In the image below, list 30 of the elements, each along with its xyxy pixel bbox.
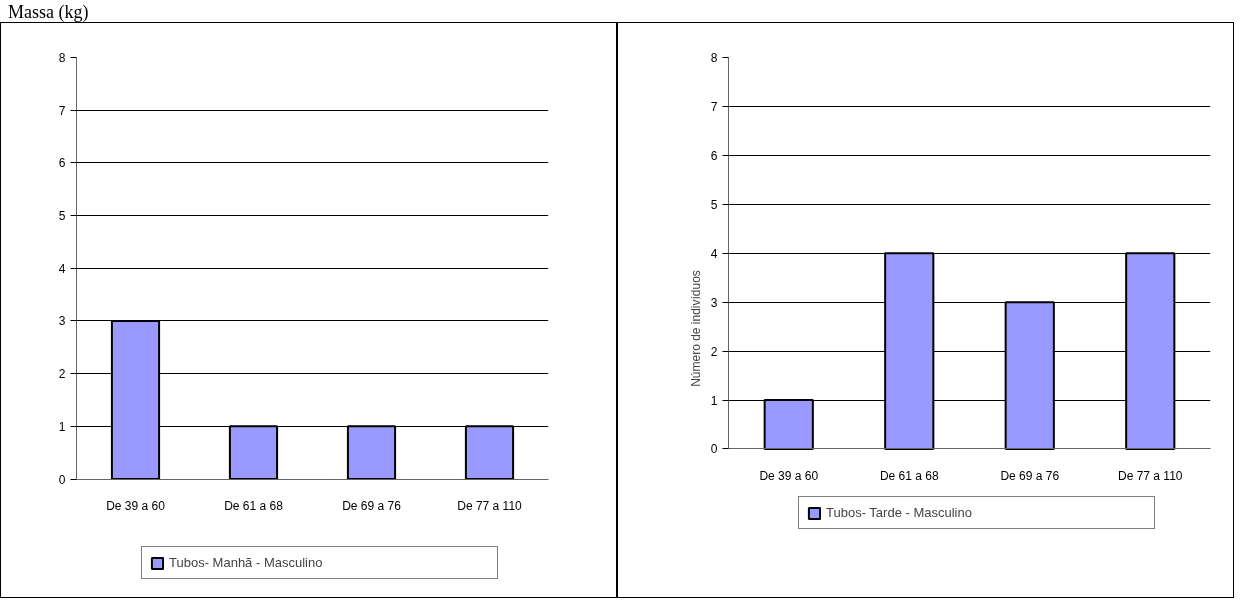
chart-title: Massa (kg) xyxy=(8,1,89,24)
y-tick-label: 5 xyxy=(710,197,718,212)
y-tick-label: 1 xyxy=(710,393,718,408)
y-tick-label: 2 xyxy=(58,367,66,382)
x-tick-label: De 39 a 60 xyxy=(759,468,819,483)
y-tick-label: 3 xyxy=(58,314,66,329)
y-tick-label: 8 xyxy=(710,51,718,65)
x-tick-label: De 69 a 76 xyxy=(342,499,402,514)
x-tick-label: De 61 a 68 xyxy=(879,468,939,483)
x-tick-label: De 61 a 68 xyxy=(224,499,284,514)
y-tick-label: 6 xyxy=(58,156,66,171)
legend-label: Tubos- Manhã - Masculino xyxy=(169,555,324,570)
x-tick-label: De 77 a 110 xyxy=(457,499,523,514)
y-tick-label: 7 xyxy=(710,99,718,114)
y-tick-label: 2 xyxy=(710,344,718,359)
y-tick-label: 5 xyxy=(58,209,66,224)
x-tick-label: De 69 a 76 xyxy=(1000,468,1060,483)
y-tick-label: 3 xyxy=(710,295,718,310)
y-tick-label: 4 xyxy=(710,246,718,261)
legend-label: Tubos- Tarde - Masculino xyxy=(826,505,973,520)
x-tick-label: De 39 a 60 xyxy=(106,499,166,514)
y-axis-title: Número de indivíduos xyxy=(688,270,703,387)
y-tick-label: 8 xyxy=(58,51,66,65)
y-tick-label: 6 xyxy=(710,148,718,163)
x-tick-label: De 77 a 110 xyxy=(1118,468,1183,483)
y-tick-label: 1 xyxy=(58,419,66,434)
y-tick-label: 4 xyxy=(58,261,66,276)
y-tick-label: 0 xyxy=(58,472,66,487)
y-tick-label: 0 xyxy=(710,442,718,457)
y-tick-label: 7 xyxy=(58,103,66,118)
